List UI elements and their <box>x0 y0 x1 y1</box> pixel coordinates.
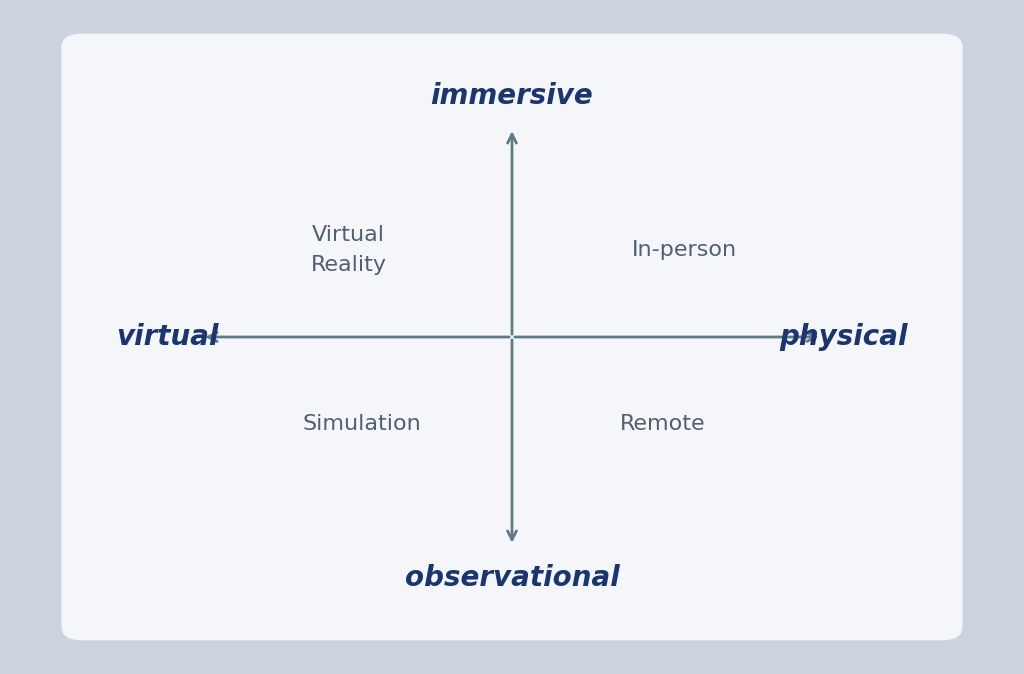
Text: physical: physical <box>779 323 907 351</box>
Text: In-person: In-person <box>632 240 736 260</box>
Text: virtual: virtual <box>117 323 219 351</box>
Text: observational: observational <box>404 564 620 592</box>
Text: Remote: Remote <box>620 414 706 434</box>
Text: Virtual
Reality: Virtual Reality <box>310 225 387 275</box>
Text: immersive: immersive <box>431 82 593 110</box>
Text: Simulation: Simulation <box>302 414 421 434</box>
